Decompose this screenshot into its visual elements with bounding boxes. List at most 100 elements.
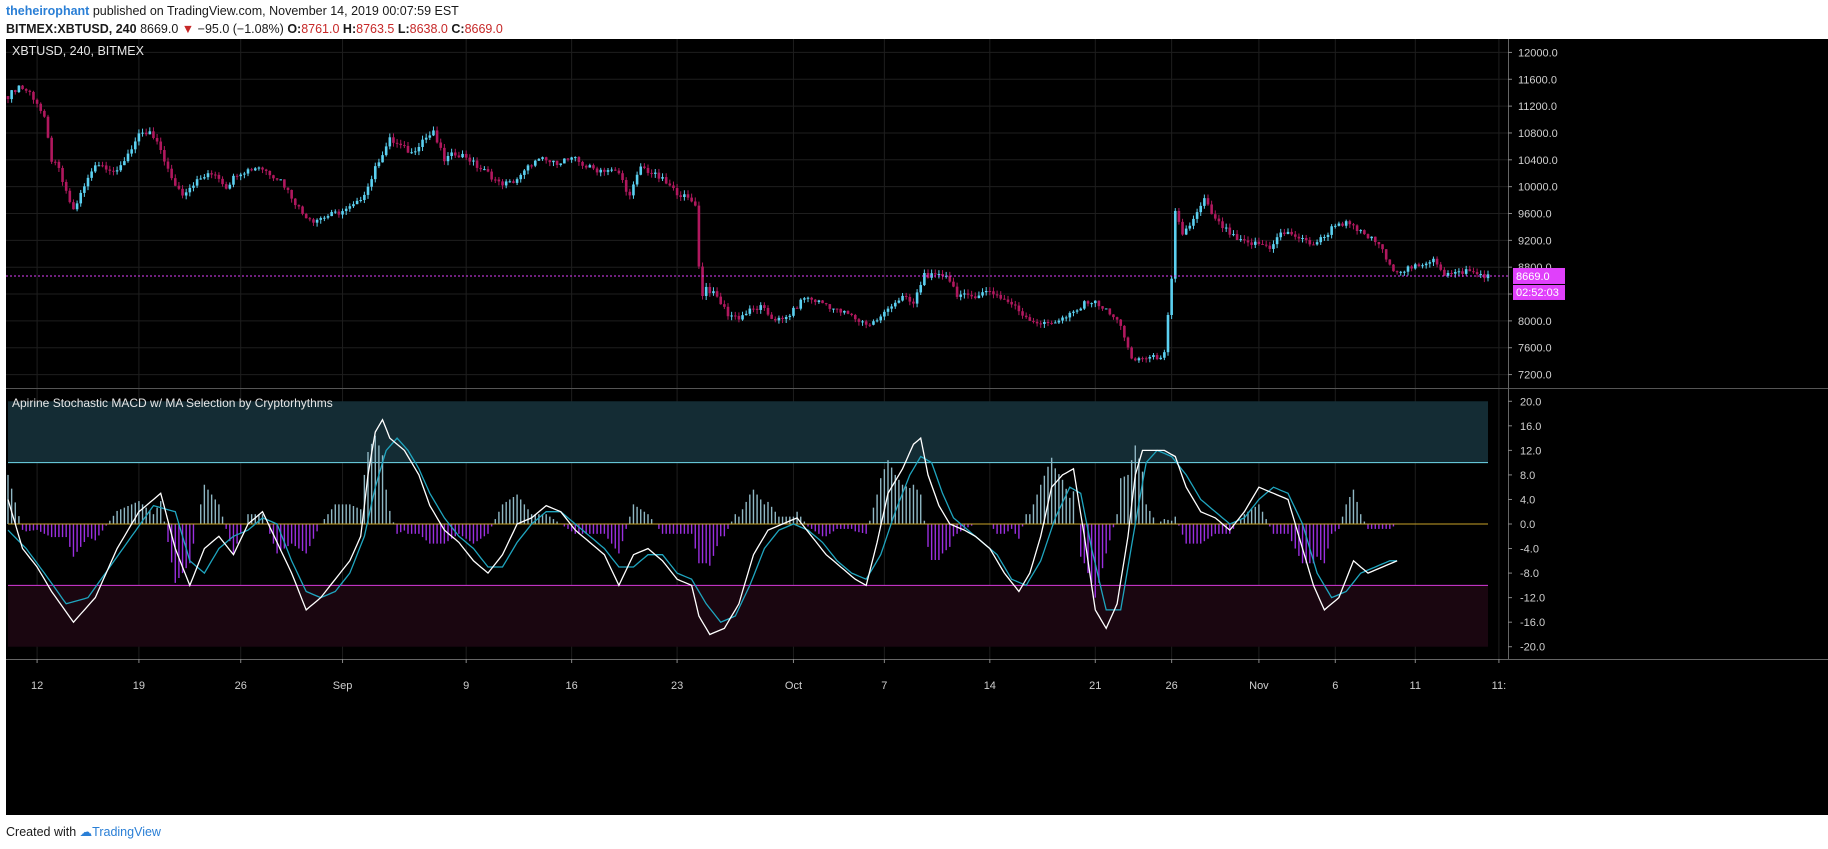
candle-body (232, 175, 235, 185)
candle-body (403, 145, 406, 147)
candle-body (570, 157, 573, 160)
candle-body (595, 168, 599, 173)
candle-body (1355, 225, 1359, 232)
candle-body (1152, 355, 1155, 358)
candle-body (1166, 315, 1170, 353)
candle-body (1253, 241, 1257, 245)
candle-body (937, 273, 941, 275)
time-tick-label: 26 (235, 680, 247, 692)
candle-body (864, 321, 868, 325)
candle-body (723, 304, 726, 307)
candle-body (406, 145, 410, 153)
candle-body (104, 165, 108, 170)
candle-body (1119, 319, 1123, 326)
candle-body (1392, 264, 1395, 272)
candle-body (526, 165, 530, 171)
candle-body (919, 285, 923, 293)
candle-body (1126, 337, 1130, 348)
candle-body (555, 160, 559, 165)
time-tick-label: Nov (1249, 680, 1269, 692)
candle-body (1177, 210, 1181, 222)
candle-body (341, 211, 344, 215)
candle-body (923, 272, 926, 286)
candle-body (857, 319, 861, 322)
candle-body (486, 169, 490, 172)
candle-body (955, 286, 959, 297)
candle-body (79, 192, 83, 204)
candle-body (363, 194, 366, 200)
candle-body (133, 141, 137, 150)
candle-body (1326, 234, 1330, 238)
indicator-tick-label: -12.0 (1520, 593, 1545, 605)
candle-body (1115, 317, 1119, 320)
candle-body (530, 165, 533, 167)
price-axis-labels: 12000.0 11600.0 11200.0 10800.0 10400.0 10000… (1508, 47, 1558, 382)
candle-body (890, 306, 893, 309)
candle-body (159, 141, 163, 151)
candle-body (152, 131, 155, 138)
chart-svg[interactable]: 12000.0 11600.0 11200.0 10800.0 10400.0 10000… (6, 39, 1828, 815)
candle-body (730, 315, 733, 317)
candle-body (108, 169, 112, 171)
tradingview-logo-icon[interactable]: ☁ (79, 825, 93, 839)
time-tick-label: Oct (785, 680, 802, 692)
candle-body (686, 194, 690, 198)
candle-body (1043, 321, 1046, 324)
candle-body (24, 88, 28, 91)
candle-body (144, 132, 148, 135)
candle-body (1224, 227, 1228, 229)
candle-body (977, 295, 981, 299)
candle-body (501, 181, 504, 186)
candle-body (333, 211, 337, 213)
candle-body (224, 184, 228, 189)
candle-body (1304, 238, 1308, 241)
countdown-badge (1513, 284, 1565, 300)
price-tick-label: 10000.0 (1518, 182, 1558, 194)
candle-body (253, 168, 257, 171)
candle-body (1021, 311, 1024, 316)
candle-body (992, 291, 995, 295)
candle-body (64, 181, 68, 191)
candle-body (1395, 271, 1399, 273)
open-label: O: (287, 22, 302, 36)
candle-body (1312, 244, 1315, 246)
candle-body (828, 304, 832, 309)
candle-body (770, 314, 773, 319)
candle-body (1155, 355, 1159, 360)
candle-body (86, 177, 90, 187)
author-link[interactable]: theheirophant (6, 4, 90, 18)
candle-body (715, 291, 719, 297)
candle-body (810, 297, 813, 300)
candle-body (141, 132, 144, 134)
candle-body (901, 295, 904, 301)
candle-body (304, 213, 308, 219)
chart-area[interactable]: 12000.0 11600.0 11200.0 10800.0 10400.0 10000… (6, 39, 1828, 815)
candle-body (799, 299, 803, 309)
price-tick-label: 7200.0 (1518, 370, 1552, 382)
candle-body (515, 179, 519, 183)
candle-body (559, 163, 563, 165)
candle-body (315, 219, 319, 223)
candle-body (181, 188, 184, 196)
candle-body (446, 155, 450, 162)
candle-body (203, 177, 206, 179)
candle-body (672, 185, 675, 189)
open-value: 8761.0 (301, 22, 340, 36)
candle-body (1217, 218, 1221, 222)
candle-body (628, 191, 632, 196)
time-tick-label: 21 (1089, 680, 1101, 692)
candle-body (973, 296, 977, 299)
candle-body (763, 305, 766, 308)
candle-body (1297, 236, 1301, 239)
candle-body (112, 170, 115, 172)
candle-body (28, 90, 32, 92)
candle-body (483, 169, 486, 171)
candle-body (475, 160, 479, 168)
high-label: H: (342, 22, 357, 36)
candle-body (646, 167, 650, 173)
candle-body (883, 311, 886, 317)
macd-histogram (7, 435, 1395, 598)
candle-body (279, 179, 283, 181)
candle-body (613, 169, 617, 171)
tradingview-link[interactable]: TradingView (92, 825, 161, 839)
